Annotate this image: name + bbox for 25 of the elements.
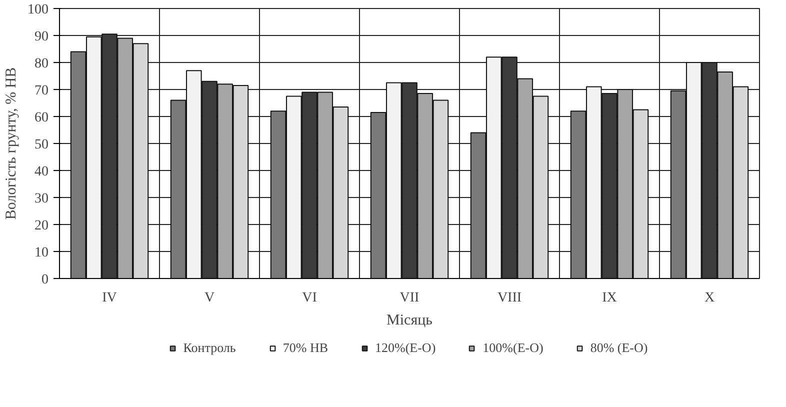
x-tick-label: V: [204, 290, 215, 306]
y-tick-label: 50: [34, 138, 48, 152]
x-axis-title: Місяць: [386, 312, 433, 328]
y-tick-label: 20: [34, 218, 48, 234]
x-tick-label: VII: [400, 290, 420, 306]
y-tick-label: 80: [34, 56, 48, 72]
legend-label: 120%(Е-О): [375, 340, 436, 356]
y-tick-label: 0: [42, 272, 48, 288]
x-tick-label: X: [704, 290, 715, 306]
y-tick-label: 100: [28, 2, 48, 18]
y-axis-title: Вологість грунту, % НВ: [4, 67, 20, 220]
legend-label: 100%(Е-О): [482, 340, 544, 356]
y-tick-label: 70: [34, 84, 48, 98]
y-tick-label: 60: [34, 110, 48, 126]
x-tick-label: VIII: [497, 290, 522, 306]
y-tick-label: 40: [34, 164, 48, 180]
x-tick-label: IV: [102, 290, 117, 306]
y-tick-label: 10: [34, 246, 48, 260]
legend-label: Контроль: [183, 340, 236, 356]
y-tick-label: 90: [34, 30, 48, 44]
legend-label: 70% НВ: [282, 340, 328, 356]
x-tick-label: VI: [302, 290, 318, 306]
y-tick-label: 30: [34, 192, 48, 206]
x-tick-label: IX: [602, 290, 617, 306]
legend-label: 80% (Е-О): [590, 340, 648, 356]
